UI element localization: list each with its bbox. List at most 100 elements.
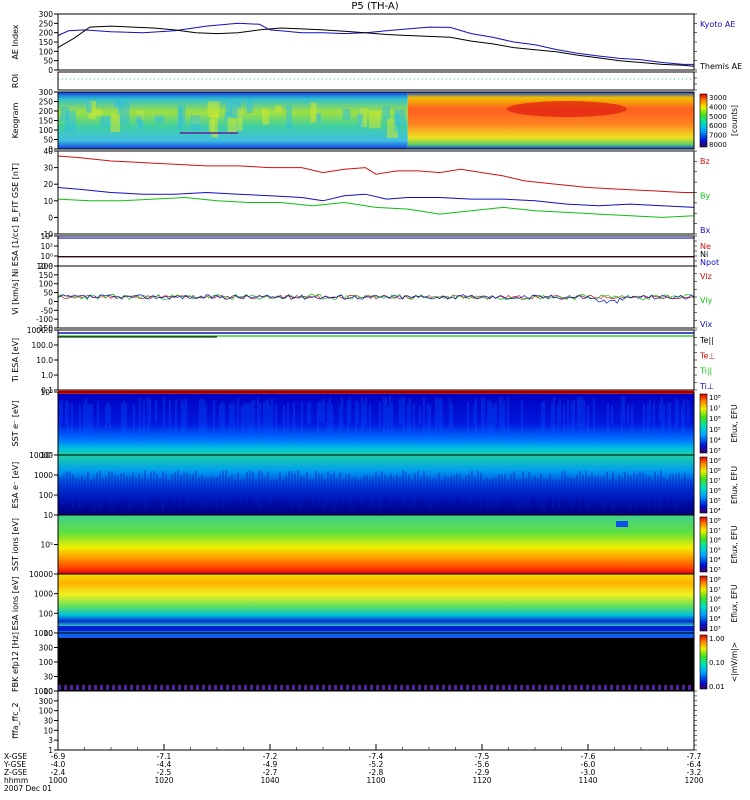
ae-legend-1: Themis AE (699, 62, 742, 71)
esa_i-colorbar-tick: 10⁸ (709, 576, 721, 584)
velocity-series-2 (57, 294, 695, 304)
time-axis-value: -6.0 (581, 760, 596, 769)
fbk-ytick-label: 1000 (34, 629, 53, 638)
density-legend-2: Npot (700, 258, 719, 267)
keogram-cell (230, 101, 242, 119)
bfit-series-2 (57, 187, 695, 208)
fbk-bottom-cell (310, 685, 313, 690)
fbk-bottom-cell (394, 685, 397, 690)
fbk-bottom-cell (400, 685, 403, 690)
fbk-bottom-cell (382, 685, 385, 690)
temperature-ytick-label: 0.1 (41, 386, 53, 395)
fbk-colorbar-tick: 0.10 (709, 659, 725, 667)
density-ytick-label: 10⁴ (40, 232, 53, 241)
temperature-ytick-label: 1.0 (41, 371, 53, 380)
fbk-bottom-cell (184, 685, 187, 690)
fbk-bottom-cell (172, 685, 175, 690)
time-axis-row-label: hhmm (4, 776, 28, 785)
keogram-cell (227, 118, 237, 133)
velocity-ytick-label: 100 (39, 280, 54, 289)
fbk-bottom-cell (166, 685, 169, 690)
fbk-bottom-cell (262, 685, 265, 690)
bfit-ytick-label: 10 (43, 197, 53, 206)
bfit-ytick-label: 30 (43, 164, 53, 173)
fbk-bottom-cell (358, 685, 361, 690)
fbk-bottom-cell (484, 685, 487, 690)
esa_i-colorbar-tick: 10⁴ (709, 615, 721, 623)
fbk-bottom-cell (226, 685, 229, 690)
time-axis-value: -4.9 (263, 760, 278, 769)
temperature-frame (57, 329, 695, 391)
sst_e-colorbar (699, 393, 708, 454)
fbk-bottom-cell (526, 685, 529, 690)
keogram-cell (262, 108, 270, 125)
fbk-bottom-cell (604, 685, 607, 690)
density-ytick-label: 10⁰ (40, 252, 53, 261)
keogram-ytick-label: 250 (39, 98, 54, 107)
density-ylabel: Ni ESA [1/cc] (11, 225, 20, 277)
keogram-cell (359, 108, 368, 127)
fbk-bottom-cell (634, 685, 637, 690)
keogram-colorbar-tick: 7000 (709, 132, 727, 140)
fbk-bottom-cell (208, 685, 211, 690)
fbk-ylabel: FBK efp12 [Hz] (11, 632, 20, 692)
velocity-legend-2: Vix (700, 320, 713, 329)
ae-ytick-label: 250 (39, 19, 54, 28)
esa_i-ytick-label: 10 (43, 629, 53, 638)
fbk-bottom-cell (448, 685, 451, 690)
fbk-bottom-cell (94, 685, 97, 690)
fbk-bottom-cell (616, 685, 619, 690)
ae-ytick-label: 100 (39, 47, 54, 56)
temperature-ylabel: Ti ESA [eV] (11, 338, 20, 383)
temperature-legend-2: Ti|| (699, 367, 712, 376)
fbk-colorbar-tick: 0.01 (709, 683, 725, 691)
fbk-ytick-label: 10 (43, 687, 53, 696)
fbk-bottom-cell (592, 685, 595, 690)
keogram-cell (136, 116, 142, 124)
plot-title: P5 (TH-A) (351, 1, 398, 12)
bfit-legend-0: Bz (700, 157, 710, 166)
esa_i-ytick-label: 1000 (34, 590, 53, 599)
fbk-bottom-cell (178, 685, 181, 690)
keogram-ytick-label: 200 (39, 107, 54, 116)
ae-frame (57, 13, 695, 71)
fbk-bottom-cell (142, 685, 145, 690)
esa_i-colorbar-label: Eflux, EFU (730, 585, 739, 623)
bfit-ytick-label: 0 (48, 213, 53, 222)
keogram-cell (110, 114, 121, 133)
velocity-ylabel: Vi [km/s] (11, 279, 20, 315)
fbk-ytick-label: 100 (39, 658, 54, 667)
time-axis-row-label: Z-GSE (4, 768, 28, 777)
keogram-cell (178, 104, 186, 125)
temperature-ytick-label: 1000.0 (27, 326, 53, 335)
fbk-bottom-cell (598, 685, 601, 690)
fbk-bottom-cell (376, 685, 379, 690)
fbk-bottom-cell (190, 685, 193, 690)
keogram-cell (387, 118, 398, 138)
fbk-bottom-cell (196, 685, 199, 690)
sst_i-colorbar-tick: 10⁷ (709, 527, 721, 535)
time-axis-value: -2.9 (475, 768, 490, 777)
sst_i-ytick-label: 10⁵ (40, 541, 53, 550)
fbk-bottom-cell (82, 685, 85, 690)
fbk-bottom-cell (130, 685, 133, 690)
density-ytick-label: 10⁻² (36, 262, 53, 271)
ae-ytick-label: 150 (39, 38, 54, 47)
keogram-cell (342, 109, 351, 120)
time-axis-value: -7.1 (157, 752, 172, 761)
sst_e-ylabel: SST e⁻ [eV] (11, 401, 20, 447)
fbk-bottom-cell (670, 685, 673, 690)
fbk-bottom-cell (124, 685, 127, 690)
velocity-ytick-label: -50 (41, 306, 53, 315)
fbk-bottom-cell (610, 685, 613, 690)
fbk-bottom-cell (388, 685, 391, 690)
keogram-colorbar-tick: 4000 (709, 103, 727, 111)
fbk-bottom-cell (640, 685, 643, 690)
keogram-colorbar-tick: 3000 (709, 94, 727, 102)
fbk-bottom-cell (238, 685, 241, 690)
time-axis-value: -2.7 (263, 768, 278, 777)
fbk-colorbar-tick: 1.00 (709, 635, 725, 643)
temperature-legend-3: Ti⊥ (699, 382, 714, 391)
fft-ylabel: fffa_ffc_2 (11, 702, 20, 738)
